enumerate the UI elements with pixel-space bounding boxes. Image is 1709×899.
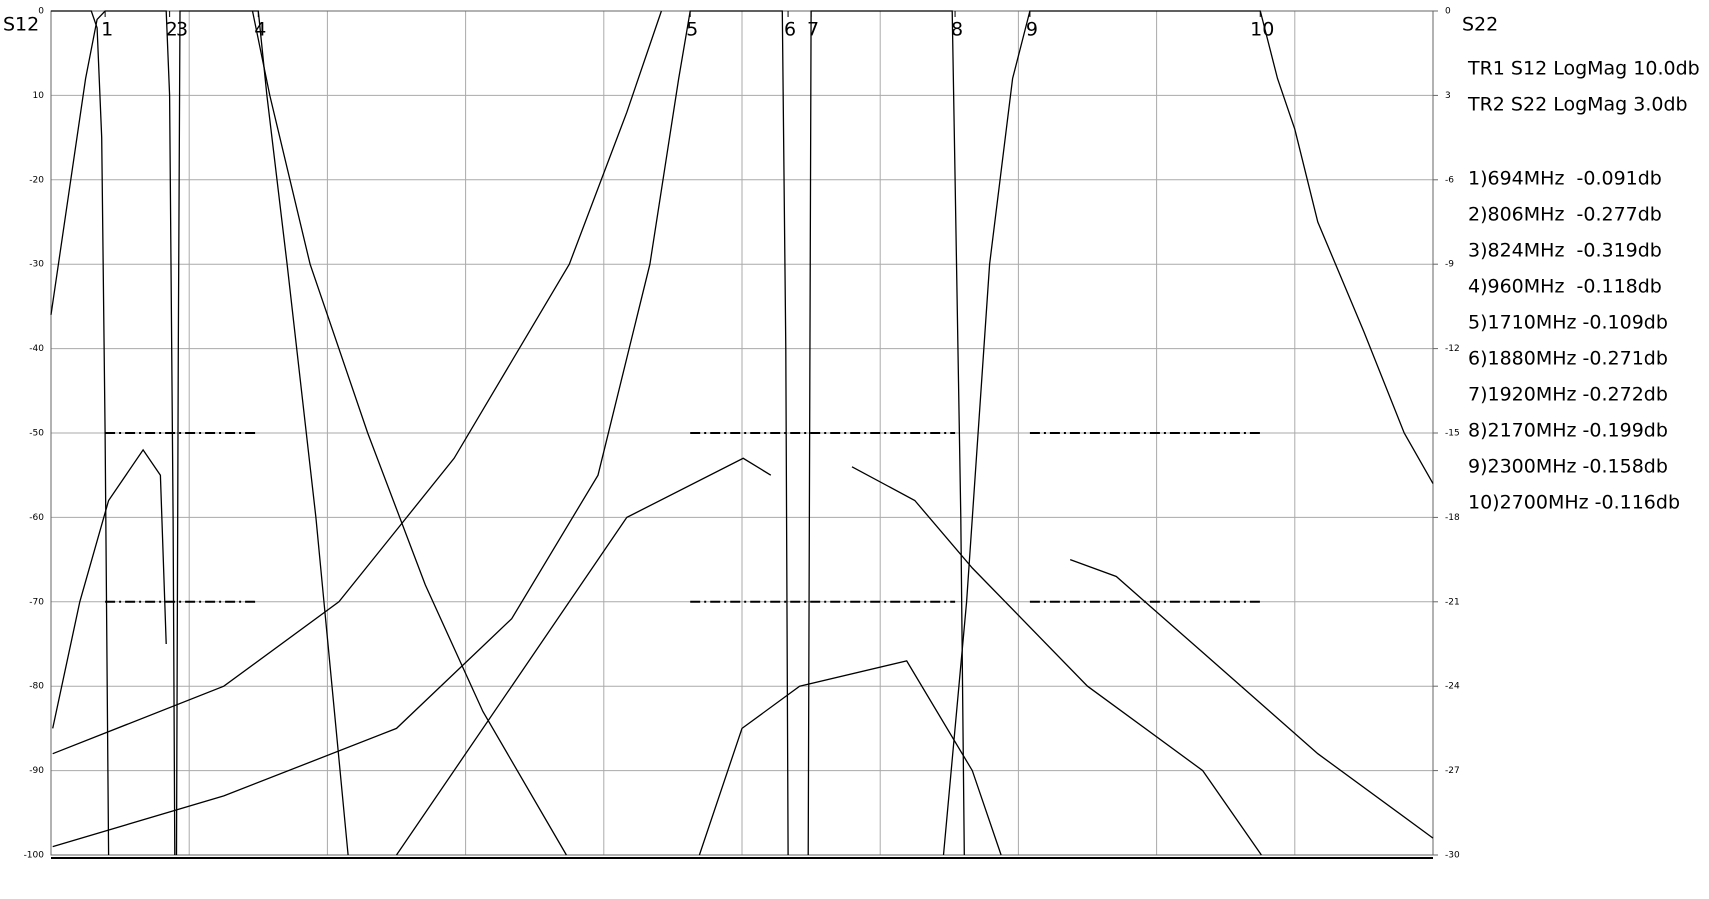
trace xyxy=(51,10,110,856)
y2-tick-label: -18 xyxy=(1445,513,1460,523)
y-tick-label: 10 xyxy=(33,91,45,101)
trace xyxy=(175,10,349,856)
trace xyxy=(251,10,567,856)
legend-entry: TR2 S22 LogMag 3.0db xyxy=(1467,94,1688,116)
y-tick-label: -100 xyxy=(24,851,45,861)
y2-tick-label: -30 xyxy=(1445,851,1460,861)
marker-label: 3 xyxy=(176,19,188,41)
y2-tick-label: -21 xyxy=(1445,597,1460,607)
y2-tick-label: -12 xyxy=(1445,344,1460,354)
y2-axis-label: S22 xyxy=(1462,14,1498,36)
trace xyxy=(52,10,789,856)
legend-entry: TR1 S12 LogMag 10.0db xyxy=(1467,58,1700,80)
y-tick-label: -50 xyxy=(29,429,44,439)
marker-readout: 8)2170MHz -0.199db xyxy=(1468,420,1668,442)
marker-label: 2 xyxy=(166,19,178,41)
y2-tick-label: -9 xyxy=(1445,260,1454,270)
marker-label: 7 xyxy=(807,19,819,41)
marker-readout: 2)806MHz -0.277db xyxy=(1468,204,1662,226)
trace xyxy=(851,466,1262,856)
y2-tick-label: 0 xyxy=(1445,7,1451,17)
trace xyxy=(698,660,1002,856)
y-axis-label: S12 xyxy=(3,14,39,36)
marker-label: 5 xyxy=(686,19,698,41)
y2-tick-label: -24 xyxy=(1445,682,1460,692)
marker-label: 9 xyxy=(1026,19,1038,41)
y-tick-label: 0 xyxy=(38,7,44,17)
marker-readout: 6)1880MHz -0.271db xyxy=(1468,348,1668,370)
y-tick-label: -40 xyxy=(29,344,44,354)
y2-tick-label: -15 xyxy=(1445,429,1460,439)
marker-label: 10 xyxy=(1250,19,1274,41)
marker-readout: 4)960MHz -0.118db xyxy=(1468,276,1662,298)
trace xyxy=(52,10,663,755)
trace xyxy=(942,10,1434,856)
y-tick-label: -60 xyxy=(29,513,44,523)
y-tick-label: -90 xyxy=(29,766,44,776)
y2-tick-label: 3 xyxy=(1445,91,1451,101)
marker-label: 4 xyxy=(254,19,266,41)
marker-readout: 5)1710MHz -0.109db xyxy=(1468,312,1668,334)
marker-label: 6 xyxy=(784,19,796,41)
y-tick-label: -80 xyxy=(29,682,44,692)
marker-label: 8 xyxy=(951,19,963,41)
trace xyxy=(395,457,772,856)
y-tick-label: -70 xyxy=(29,597,44,607)
marker-readout: 9)2300MHz -0.158db xyxy=(1468,456,1668,478)
trace xyxy=(52,448,167,729)
marker-readout: 7)1920MHz -0.272db xyxy=(1468,384,1668,406)
y-tick-label: -20 xyxy=(29,175,44,185)
marker-readout: 10)2700MHz -0.116db xyxy=(1468,492,1680,514)
trace xyxy=(807,10,965,856)
trace xyxy=(1069,558,1434,839)
y2-tick-label: -6 xyxy=(1445,175,1454,185)
y-tick-label: -30 xyxy=(29,260,44,270)
y2-tick-label: -27 xyxy=(1445,766,1460,776)
marker-readout: 3)824MHz -0.319db xyxy=(1468,240,1662,262)
marker-label: 1 xyxy=(101,19,113,41)
marker-readout: 1)694MHz -0.091db xyxy=(1468,168,1662,190)
